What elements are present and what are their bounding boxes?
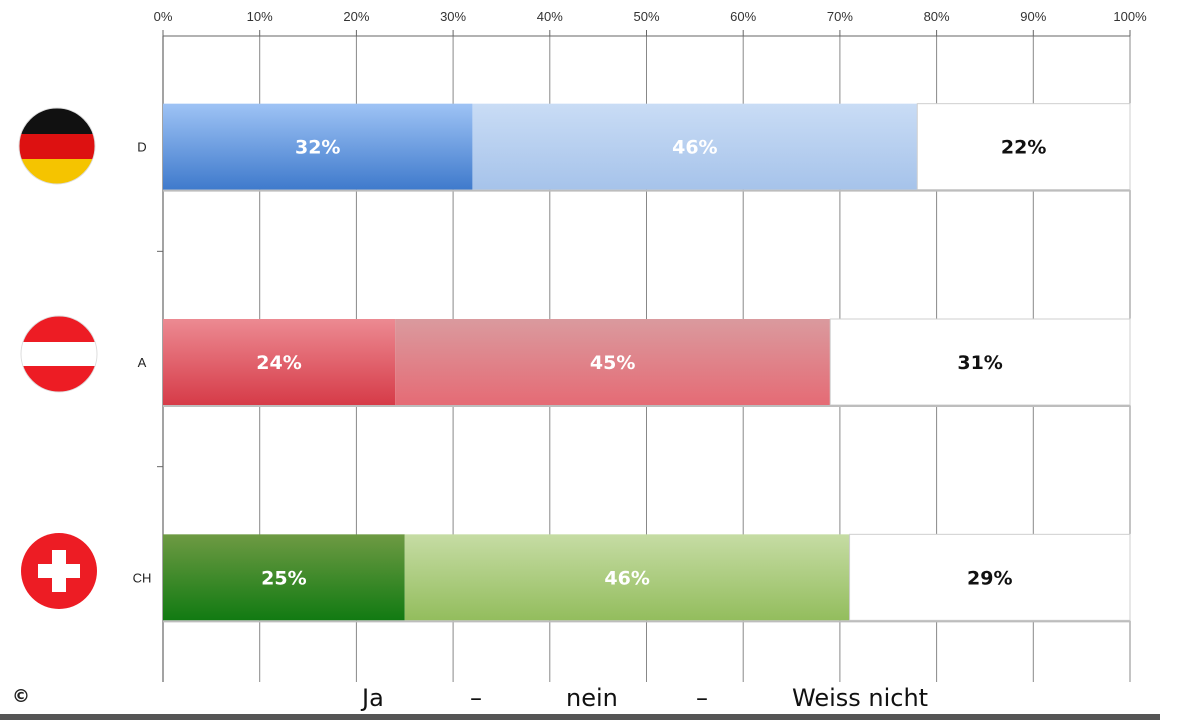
bar-segment: [163, 319, 396, 405]
bar-segment: [163, 534, 405, 621]
data-label: 29%: [967, 567, 1012, 589]
x-tick-label: 80%: [924, 9, 950, 24]
legend-dash-1: –: [470, 684, 482, 712]
data-label: 45%: [590, 352, 635, 374]
bar-segment: [472, 103, 918, 190]
data-label: 32%: [295, 137, 340, 159]
bar-segment: [395, 319, 831, 405]
x-tick-label: 60%: [730, 9, 756, 24]
legend-nein: nein: [566, 684, 618, 712]
legend-dash-2: –: [696, 684, 708, 712]
x-tick-label: 40%: [537, 9, 563, 24]
category-label: CH: [133, 570, 152, 585]
switzerland-flag-icon: [21, 533, 97, 609]
data-label: 24%: [256, 352, 301, 374]
x-tick-label: 20%: [343, 9, 369, 24]
flags: [18, 107, 98, 609]
bar-segment: [404, 534, 850, 621]
legend-weiss-nicht: Weiss nicht: [792, 684, 929, 712]
data-label: 22%: [1001, 137, 1046, 159]
bar-segment: [849, 533, 1131, 621]
data-label: 25%: [261, 567, 306, 589]
legend-ja: Ja: [362, 684, 384, 712]
x-tick-label: 10%: [247, 9, 273, 24]
data-label: 46%: [604, 567, 649, 589]
bar-segment: [916, 103, 1131, 191]
x-tick-label: 0%: [154, 9, 173, 24]
bar-segment: [163, 103, 473, 190]
x-axis: 0% 10% 20% 30% 40% 50% 60% 70% 80% 90% 100% D A CH: [133, 9, 1147, 585]
bars: 32% 46% 22% 24% 45% 31% 25% 46% 29%: [163, 103, 1131, 623]
category-label: A: [138, 355, 147, 370]
x-tick-label: 90%: [1020, 9, 1046, 24]
copyright-symbol: ©: [12, 686, 30, 707]
legend-caption: Ja – nein – Weiss nicht: [340, 682, 960, 716]
germany-flag-icon: [18, 107, 96, 185]
bar-segment: [829, 318, 1131, 406]
x-tick-label: 30%: [440, 9, 466, 24]
x-tick-label: 50%: [633, 9, 659, 24]
austria-flag-icon: [20, 315, 98, 393]
x-tick-label: 70%: [827, 9, 853, 24]
data-label: 46%: [672, 137, 717, 159]
x-tick-label: 100%: [1113, 9, 1147, 24]
data-label: 31%: [957, 352, 1002, 374]
bottom-rule: [0, 714, 1160, 720]
category-label: D: [137, 140, 146, 155]
